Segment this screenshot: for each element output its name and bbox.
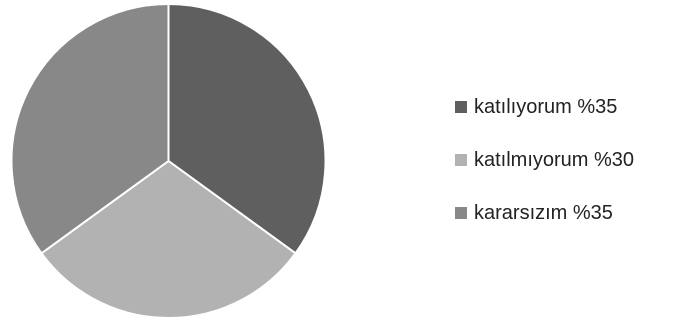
pie-slices xyxy=(10,3,327,319)
legend-label-kararsizim: kararsızım %35 xyxy=(474,201,613,224)
legend-swatch-kararsizim xyxy=(455,207,467,219)
pie-slice-katilmiyorum xyxy=(40,160,297,319)
legend-item-katiliyorum: katılıyorum %35 xyxy=(455,94,670,120)
pie-slice-kararsizim xyxy=(10,3,170,255)
legend-swatch-katilmiyorum xyxy=(455,154,467,166)
pie-slice-katiliyorum xyxy=(167,3,327,255)
legend: katılıyorum %35 katılmıyorum %30 kararsı… xyxy=(455,94,670,226)
legend-item-kararsizim: kararsızım %35 xyxy=(455,200,670,226)
legend-label-katilmiyorum: katılmıyorum %30 xyxy=(474,148,635,171)
legend-label-katiliyorum: katılıyorum %35 xyxy=(474,95,618,118)
legend-swatch-katiliyorum xyxy=(455,101,467,113)
legend-item-katilmiyorum: katılmıyorum %30 xyxy=(455,147,670,173)
